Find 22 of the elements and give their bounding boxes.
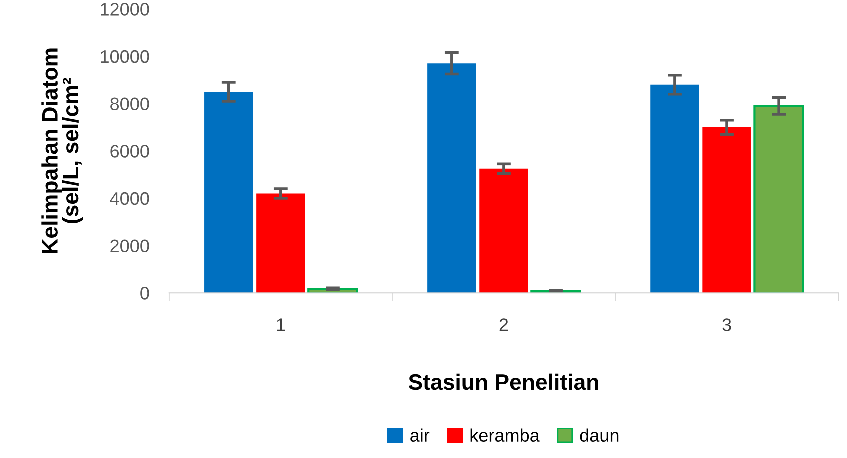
y-tick-label: 0 bbox=[140, 287, 150, 300]
bar bbox=[650, 84, 700, 294]
bar bbox=[480, 168, 528, 294]
y-tick-label: 2000 bbox=[110, 240, 150, 253]
bar bbox=[256, 194, 306, 294]
y-tick-label: 6000 bbox=[110, 145, 150, 158]
y-tick-label: 4000 bbox=[110, 192, 150, 206]
y-tick-label: 10000 bbox=[101, 50, 150, 64]
bar bbox=[204, 92, 254, 294]
y-tick-label: 12000 bbox=[101, 3, 150, 16]
bar bbox=[702, 127, 752, 294]
legend-label: keramba bbox=[470, 428, 540, 442]
x-tick-label: 3 bbox=[722, 318, 732, 332]
x-tick-label: 2 bbox=[500, 318, 508, 332]
y-axis-title: Kelimpahan Diatom (sel/L, sel/cm² bbox=[42, 48, 84, 254]
x-axis-title: Stasiun Penelitian bbox=[408, 374, 598, 390]
y-tick-label: 8000 bbox=[110, 98, 150, 111]
legend-label: air bbox=[410, 428, 430, 442]
bar bbox=[428, 64, 476, 294]
x-tick-label: 1 bbox=[277, 318, 286, 332]
legend-label: daun bbox=[580, 428, 619, 442]
bar bbox=[754, 105, 804, 294]
